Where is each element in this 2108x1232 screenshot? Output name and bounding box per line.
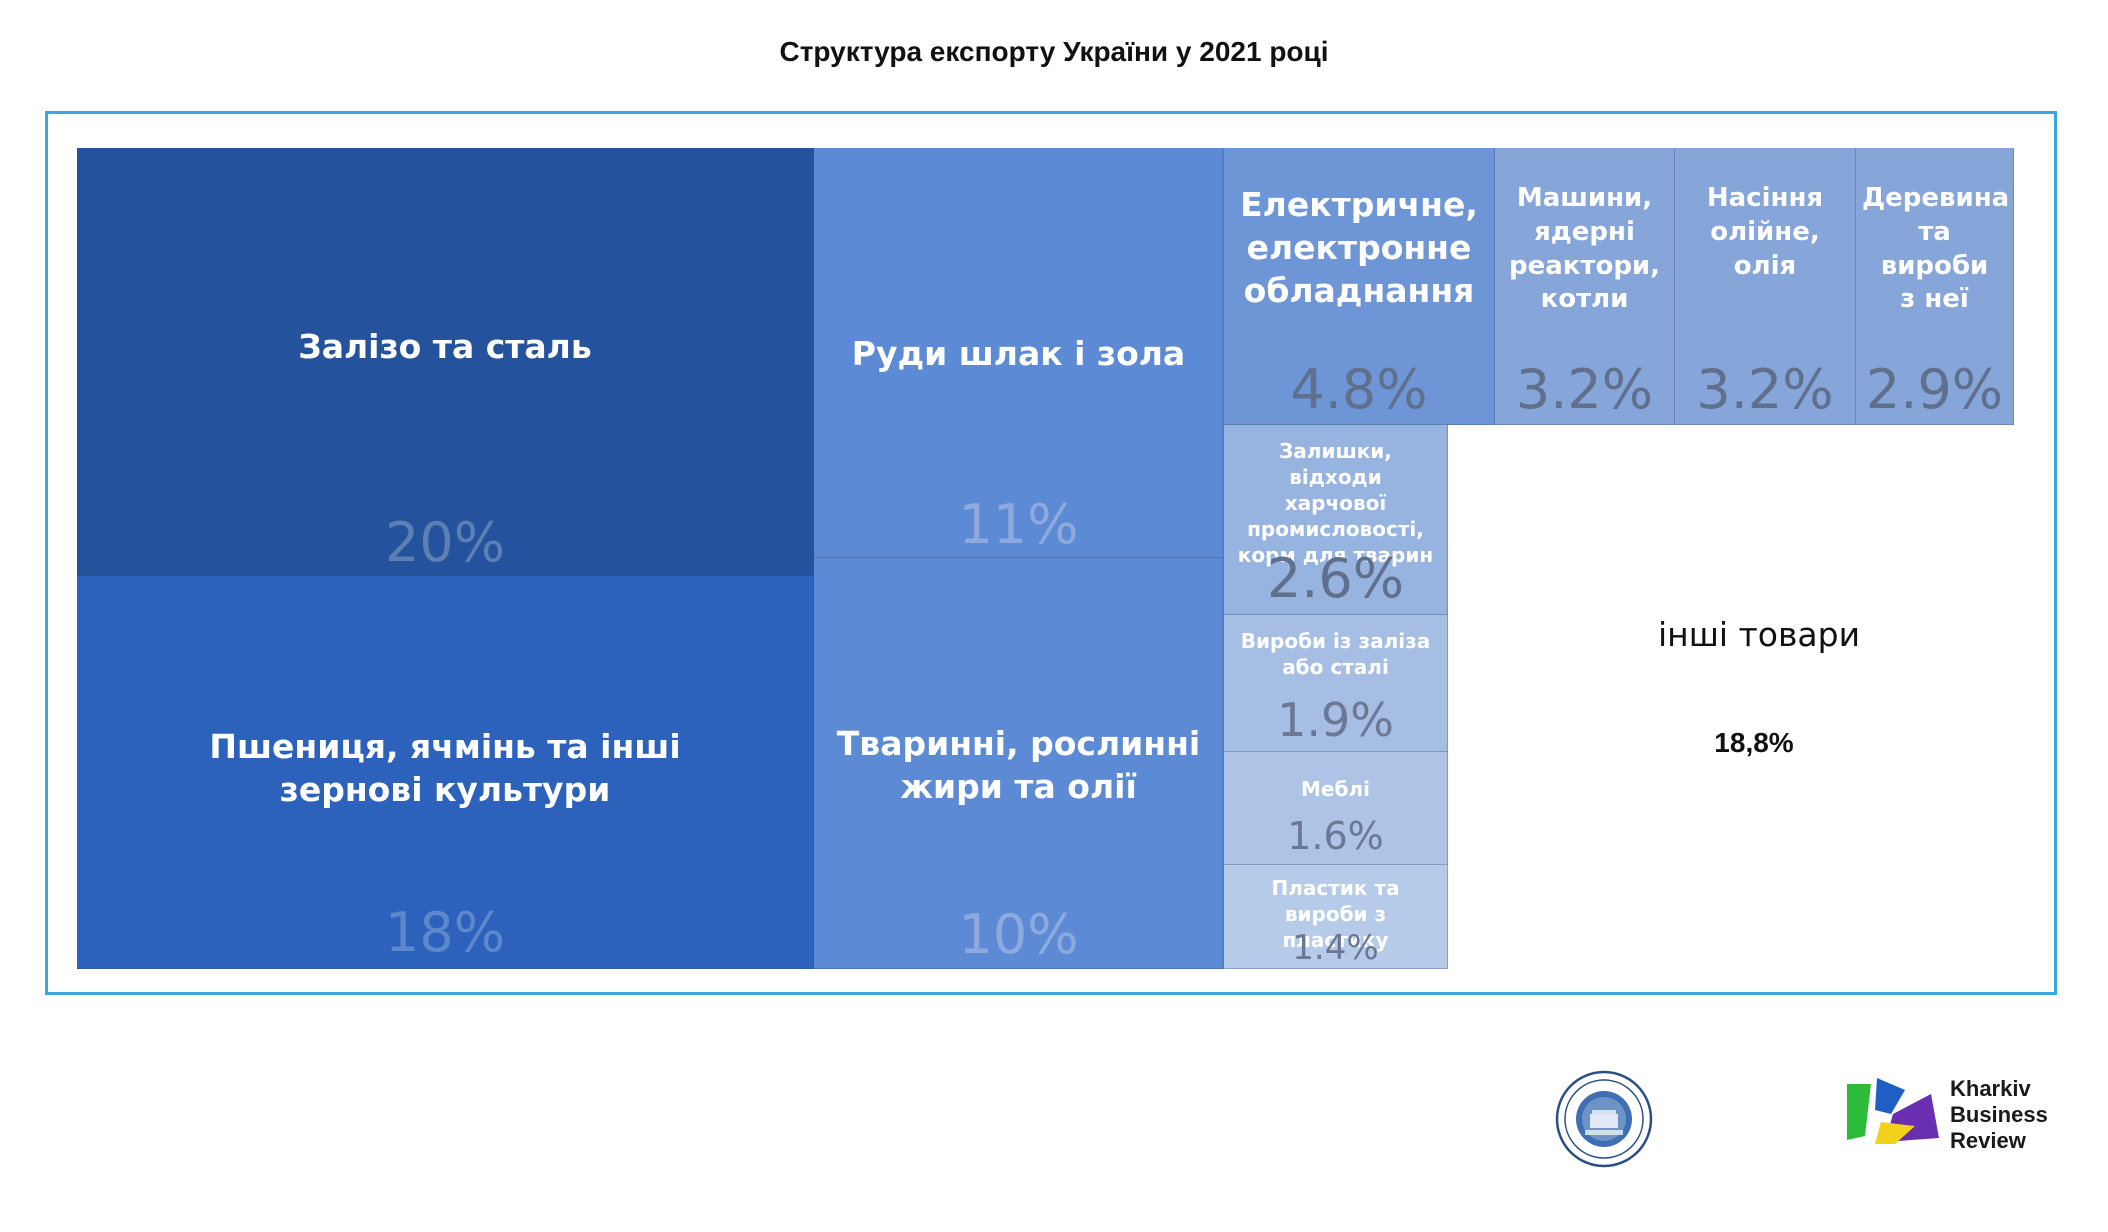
tile-value: 1.6% bbox=[1287, 814, 1384, 858]
tile-label: Залізо та сталь bbox=[298, 327, 592, 366]
treemap-tile: Насіння олійне, олія 3.2% bbox=[1675, 148, 1856, 425]
tile-label: Руди шлак і зола bbox=[851, 334, 1186, 373]
tile-value: 3.2% bbox=[1696, 358, 1834, 421]
tile-label: Електричне, електронне обладнання bbox=[1240, 185, 1478, 310]
kbr-wordmark: Kharkiv Business Review bbox=[1950, 1076, 2048, 1154]
tile-value: 20% bbox=[384, 511, 506, 574]
tile-value: 1.9% bbox=[1277, 693, 1394, 747]
treemap-tile: Електричне, електронне обладнання 4.8% bbox=[1224, 148, 1495, 425]
chart-frame bbox=[45, 111, 2057, 995]
tile-label: Деревина та вироби з неї bbox=[1862, 183, 2010, 315]
kbr-yellow-shape bbox=[1875, 1122, 1915, 1144]
tile-label: Насіння олійне, олія bbox=[1706, 183, 1824, 281]
others-value: 18,8% bbox=[1714, 727, 1794, 758]
treemap-tile: Тваринні, рослинні жири та олії 10% bbox=[814, 558, 1224, 969]
tile-label: Пшениця, ячмінь та інші зернові культури bbox=[209, 727, 681, 809]
kharkiv-business-review-logo bbox=[1847, 1078, 1939, 1144]
kbr-line-3: Review bbox=[1950, 1128, 2026, 1153]
tile-value: 10% bbox=[958, 903, 1079, 966]
treemap-tile: Залишки, відходи харчової промисловості, ко… bbox=[1224, 425, 1448, 615]
kbr-line-1: Kharkiv bbox=[1950, 1076, 2031, 1101]
treemap-tile: Руди шлак і зола 11% bbox=[814, 148, 1224, 558]
tile-value: 3.2% bbox=[1515, 358, 1654, 421]
treemap-tile: Деревина та вироби з неї 2.9% bbox=[1856, 148, 2014, 425]
tile-value: 2.9% bbox=[1865, 358, 2004, 421]
tile-label: Машини, ядерні реактори, котли bbox=[1508, 183, 1661, 315]
tile-value: 2.6% bbox=[1266, 547, 1405, 610]
tile-value: 4.8% bbox=[1290, 358, 1428, 421]
treemap-tile: Вироби із заліза або сталі 1.9% bbox=[1224, 615, 1448, 752]
tile-label: Меблі bbox=[1301, 777, 1370, 801]
treemap-tile: Пшениця, ячмінь та інші зернові культури 1… bbox=[77, 576, 814, 969]
kbr-line-2: Business bbox=[1950, 1102, 2048, 1127]
tile-value: 1.4% bbox=[1292, 928, 1379, 968]
kbr-blue-shape bbox=[1875, 1078, 1905, 1114]
chart-title: Структура експорту України у 2021 році bbox=[779, 36, 1329, 67]
tile-value: 11% bbox=[958, 493, 1079, 556]
treemap-tile: Пластик та вироби з пластику 1.4% bbox=[1224, 865, 1448, 969]
tile-value: 18% bbox=[384, 901, 506, 964]
treemap-tile: Залізо та сталь 20% bbox=[77, 148, 814, 576]
tile-label: Вироби із заліза або сталі bbox=[1240, 629, 1431, 679]
kbr-green-shape bbox=[1847, 1084, 1871, 1140]
treemap-tile: Машини, ядерні реактори, котли 3.2% bbox=[1495, 148, 1675, 425]
tile-label: Пластик та вироби з пластику bbox=[1271, 876, 1400, 952]
tile-label: Тваринні, рослинні жири та олії bbox=[836, 724, 1201, 806]
others-label: інші товари bbox=[1657, 615, 1861, 654]
tile-label: Залишки, відходи харчової промисловості, ко… bbox=[1237, 439, 1434, 567]
treemap-tile: Меблі 1.6% bbox=[1224, 752, 1448, 865]
university-seal-icon bbox=[1555, 1070, 1653, 1168]
